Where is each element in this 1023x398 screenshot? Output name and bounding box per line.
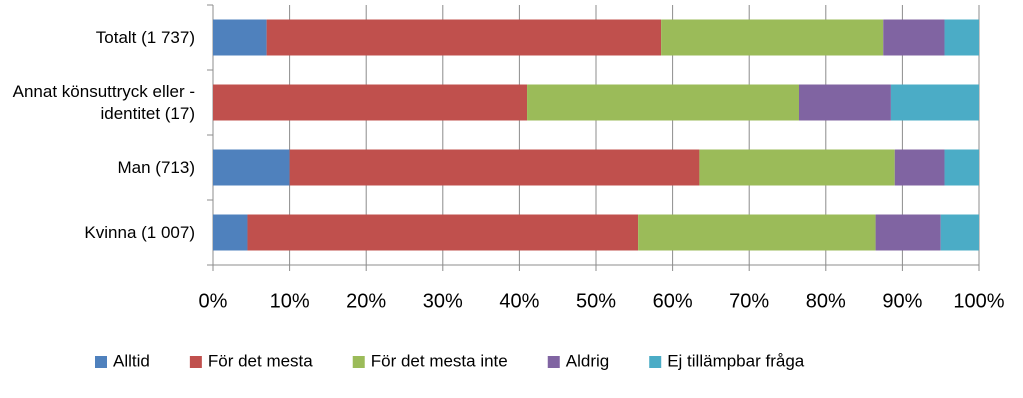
bar-segment xyxy=(883,19,945,56)
bar-segment xyxy=(798,84,891,121)
x-tick-label: 10% xyxy=(270,290,310,312)
bar-segment xyxy=(944,149,979,186)
legend-swatch xyxy=(189,356,202,368)
legend-swatch xyxy=(649,356,662,368)
bar-segment xyxy=(661,19,884,56)
bar-segment xyxy=(940,214,979,251)
x-tick-label: 90% xyxy=(882,290,922,312)
x-tick-label: 60% xyxy=(653,290,693,312)
legend-swatch xyxy=(95,356,107,368)
legend-label: För det mesta inte xyxy=(371,351,508,370)
bar-segment xyxy=(894,149,945,186)
bar-segment xyxy=(527,84,799,121)
bar-segment xyxy=(699,149,895,186)
y-tick-label: Kvinna (1 007) xyxy=(84,222,195,242)
bar-segment xyxy=(875,214,941,251)
x-tick-label: 30% xyxy=(423,290,463,312)
bar-segment xyxy=(944,19,979,56)
x-tick-label: 70% xyxy=(729,290,769,312)
bar-segment xyxy=(890,84,979,121)
legend-label: För det mesta xyxy=(208,351,313,370)
legend-swatch xyxy=(352,356,365,368)
bar-segment xyxy=(289,149,700,186)
x-tick-label: 80% xyxy=(806,290,846,312)
legend-label: Ej tillämpbar fråga xyxy=(667,351,805,370)
bar-segment xyxy=(266,19,662,56)
bar-segment xyxy=(247,214,639,251)
y-tick-label: Annat könsuttryck eller -identitet (17) xyxy=(12,81,195,123)
bar-segment xyxy=(213,214,248,251)
x-tick-label: 20% xyxy=(346,290,386,312)
y-tick-label: Totalt (1 737) xyxy=(95,27,195,47)
bar-segment xyxy=(213,84,528,121)
legend-swatch xyxy=(547,356,560,368)
x-tick-label: 50% xyxy=(576,290,616,312)
bar-segment xyxy=(213,19,267,56)
legend-label: Alltid xyxy=(113,351,150,370)
y-tick-label: Man (713) xyxy=(117,157,195,177)
bar-segment xyxy=(213,149,290,186)
x-tick-label: 100% xyxy=(953,290,1004,312)
legend-label: Aldrig xyxy=(566,351,609,370)
bar-segment xyxy=(638,214,876,251)
x-tick-label: 0% xyxy=(199,290,228,312)
x-tick-label: 40% xyxy=(499,290,539,312)
